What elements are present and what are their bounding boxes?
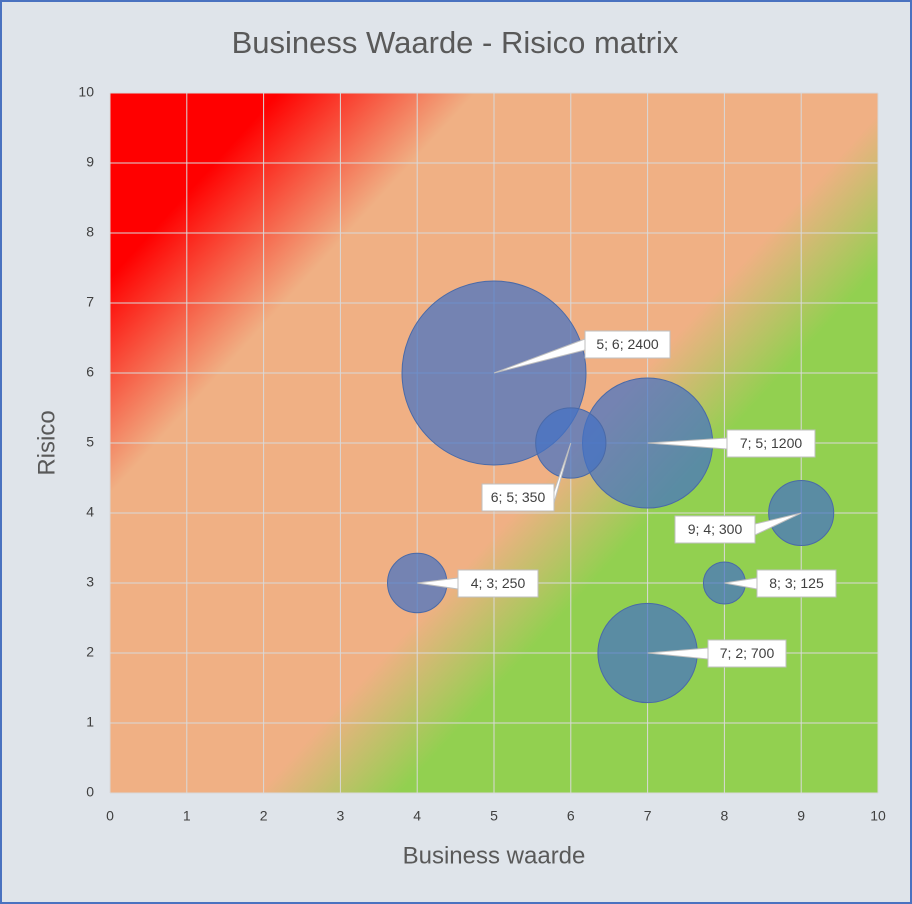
callout-box [481, 483, 555, 512]
y-tick-label: 2 [86, 644, 94, 660]
callout-box [457, 569, 539, 598]
x-tick-label: 10 [870, 808, 886, 824]
x-tick-label: 6 [567, 808, 575, 824]
y-tick-label: 6 [86, 364, 94, 380]
data-label: 5; 6; 2400 [596, 336, 658, 352]
chart-title: Business Waarde - Risico matrix [232, 25, 679, 60]
x-tick-label: 3 [337, 808, 345, 824]
y-tick-label: 5 [86, 434, 94, 450]
y-axis-title: Risico [33, 410, 60, 475]
y-tick-label: 9 [86, 154, 94, 170]
callout-box [584, 330, 671, 359]
y-tick-label: 10 [78, 84, 94, 100]
x-tick-label: 5 [490, 808, 498, 824]
data-label: 7; 5; 1200 [740, 435, 802, 451]
callout-box [756, 569, 837, 598]
data-label: 8; 3; 125 [769, 575, 824, 591]
x-tick-label: 7 [644, 808, 652, 824]
y-tick-label: 7 [86, 294, 94, 310]
x-tick-label: 2 [260, 808, 268, 824]
x-tick-label: 1 [183, 808, 191, 824]
callout-box [726, 429, 816, 458]
y-tick-label: 3 [86, 574, 94, 590]
y-tick-label: 4 [86, 504, 94, 520]
data-label: 6; 5; 350 [491, 489, 546, 505]
x-tick-label: 8 [721, 808, 729, 824]
x-tick-label: 0 [106, 808, 114, 824]
y-tick-label: 0 [86, 784, 94, 800]
y-tick-label: 8 [86, 224, 94, 240]
y-tick-label: 1 [86, 714, 94, 730]
callout-box [674, 515, 756, 544]
callout-box [707, 639, 787, 668]
x-axis-title: Business waarde [403, 842, 586, 869]
data-label: 7; 2; 700 [720, 645, 775, 661]
x-tick-label: 9 [797, 808, 805, 824]
data-label: 9; 4; 300 [688, 521, 743, 537]
data-label: 4; 3; 250 [471, 575, 526, 591]
x-tick-label: 4 [413, 808, 421, 824]
